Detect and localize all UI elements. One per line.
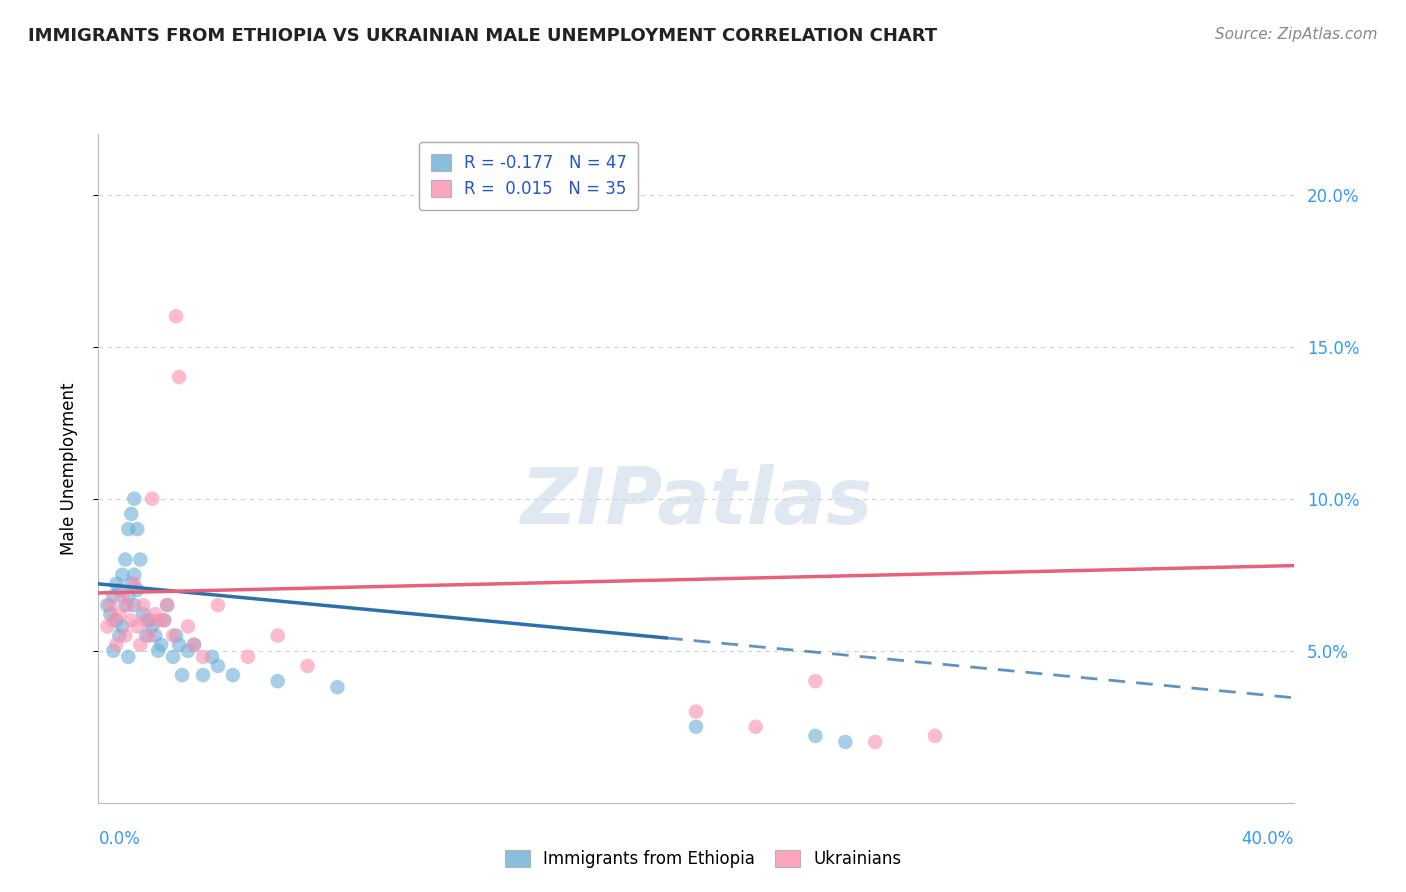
Point	[207, 598, 229, 612]
Point	[222, 668, 245, 682]
Point	[191, 668, 214, 682]
Point	[103, 589, 125, 603]
Point	[143, 628, 166, 642]
Point	[165, 310, 187, 324]
Point	[124, 577, 146, 591]
Point	[177, 619, 200, 633]
Point	[153, 613, 176, 627]
Point	[141, 619, 163, 633]
Point	[114, 598, 136, 612]
Point	[127, 522, 149, 536]
Point	[138, 613, 160, 627]
Legend: R = -0.177   N = 47, R =  0.015   N = 35: R = -0.177 N = 47, R = 0.015 N = 35	[419, 142, 638, 211]
Point	[132, 598, 155, 612]
Point	[127, 582, 149, 597]
Point	[924, 729, 946, 743]
Point	[127, 619, 149, 633]
Point	[865, 735, 887, 749]
Text: Source: ZipAtlas.com: Source: ZipAtlas.com	[1215, 27, 1378, 42]
Point	[156, 598, 179, 612]
Point	[804, 729, 827, 743]
Point	[103, 644, 125, 658]
Point	[165, 628, 187, 642]
Point	[105, 638, 128, 652]
Point	[135, 613, 157, 627]
Point	[167, 370, 190, 384]
Point	[117, 589, 139, 603]
Point	[114, 628, 136, 642]
Point	[183, 638, 205, 652]
Point	[108, 582, 131, 597]
Point	[120, 613, 142, 627]
Point	[148, 613, 170, 627]
Point	[804, 674, 827, 689]
Point	[201, 649, 224, 664]
Point	[96, 598, 118, 612]
Point	[100, 607, 122, 622]
Point	[141, 491, 163, 506]
Y-axis label: Male Unemployment: Male Unemployment	[59, 382, 77, 555]
Point	[148, 644, 170, 658]
Point	[177, 644, 200, 658]
Point	[111, 567, 134, 582]
Point	[111, 619, 134, 633]
Point	[191, 649, 214, 664]
Point	[120, 507, 142, 521]
Text: ZIPatlas: ZIPatlas	[520, 464, 872, 540]
Point	[124, 598, 146, 612]
Point	[96, 619, 118, 633]
Point	[105, 613, 128, 627]
Point	[143, 607, 166, 622]
Point	[236, 649, 259, 664]
Point	[138, 628, 160, 642]
Point	[834, 735, 856, 749]
Point	[117, 649, 139, 664]
Point	[172, 668, 194, 682]
Point	[685, 720, 707, 734]
Point	[167, 638, 190, 652]
Point	[117, 522, 139, 536]
Point	[162, 649, 184, 664]
Point	[129, 552, 152, 566]
Point	[183, 638, 205, 652]
Point	[326, 680, 349, 694]
Point	[108, 628, 131, 642]
Point	[114, 552, 136, 566]
Point	[745, 720, 768, 734]
Point	[267, 674, 290, 689]
Point	[150, 638, 173, 652]
Point	[124, 491, 146, 506]
Point	[135, 628, 157, 642]
Legend: Immigrants from Ethiopia, Ukrainians: Immigrants from Ethiopia, Ukrainians	[498, 843, 908, 875]
Point	[105, 577, 128, 591]
Point	[156, 598, 179, 612]
Point	[685, 705, 707, 719]
Point	[103, 613, 125, 627]
Text: IMMIGRANTS FROM ETHIOPIA VS UKRAINIAN MALE UNEMPLOYMENT CORRELATION CHART: IMMIGRANTS FROM ETHIOPIA VS UKRAINIAN MA…	[28, 27, 938, 45]
Point	[108, 607, 131, 622]
Point	[124, 567, 146, 582]
Point	[111, 589, 134, 603]
Point	[129, 638, 152, 652]
Point	[267, 628, 290, 642]
Text: 40.0%: 40.0%	[1241, 830, 1294, 847]
Point	[132, 607, 155, 622]
Point	[297, 659, 319, 673]
Point	[153, 613, 176, 627]
Point	[207, 659, 229, 673]
Point	[120, 577, 142, 591]
Point	[117, 598, 139, 612]
Point	[100, 598, 122, 612]
Text: 0.0%: 0.0%	[98, 830, 141, 847]
Point	[162, 628, 184, 642]
